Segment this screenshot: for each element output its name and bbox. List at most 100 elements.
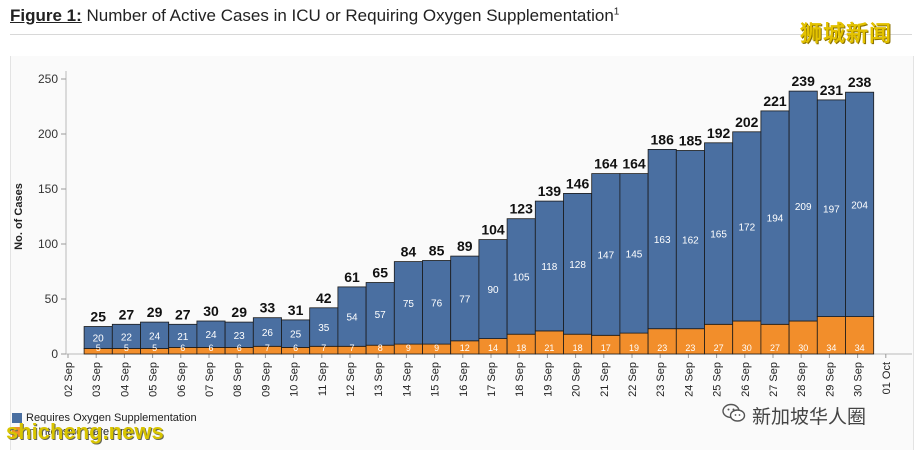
icu-value-label: 7 bbox=[349, 343, 354, 353]
legend-item-oxygen: Requires Oxygen Supplementation bbox=[12, 411, 197, 425]
x-tick-label: 04 Sep bbox=[119, 362, 131, 397]
icu-value-label: 14 bbox=[488, 343, 498, 353]
legend-label-icu: In Intensive Care Unit bbox=[26, 426, 132, 438]
total-value-label: 164 bbox=[594, 156, 618, 172]
x-tick-label: 06 Sep bbox=[176, 362, 188, 397]
x-tick-label: 27 Sep bbox=[768, 362, 780, 397]
x-tick-label: 20 Sep bbox=[571, 362, 583, 397]
bar-oxygen bbox=[760, 110, 790, 325]
icu-value-label: 7 bbox=[321, 343, 326, 353]
oxygen-value-label: 57 bbox=[375, 310, 387, 321]
total-value-label: 27 bbox=[175, 306, 191, 322]
oxygen-value-label: 54 bbox=[346, 313, 358, 324]
bar-oxygen bbox=[252, 317, 282, 347]
icu-value-label: 5 bbox=[96, 343, 101, 353]
bar-oxygen bbox=[450, 255, 480, 342]
total-value-label: 231 bbox=[820, 82, 844, 98]
total-value-label: 29 bbox=[147, 304, 163, 320]
x-tick-label: 12 Sep bbox=[345, 362, 357, 397]
oxygen-value-label: 147 bbox=[597, 250, 614, 261]
icu-value-label: 21 bbox=[544, 343, 554, 353]
oxygen-value-label: 22 bbox=[121, 332, 133, 343]
total-value-label: 25 bbox=[90, 309, 106, 325]
total-value-label: 29 bbox=[231, 304, 247, 320]
icu-value-label: 8 bbox=[378, 343, 383, 353]
legend-swatch-icu bbox=[12, 427, 22, 437]
bar-oxygen bbox=[337, 286, 367, 347]
total-value-label: 185 bbox=[679, 133, 703, 149]
x-tick-label: 10 Sep bbox=[289, 362, 301, 397]
bar-oxygen bbox=[732, 131, 762, 322]
x-tick-label: 28 Sep bbox=[796, 362, 808, 397]
y-tick-label: 100 bbox=[38, 237, 58, 251]
oxygen-value-label: 76 bbox=[431, 298, 443, 309]
bar-oxygen bbox=[675, 150, 705, 330]
bar-icu bbox=[788, 320, 818, 355]
bar-oxygen bbox=[845, 91, 875, 317]
x-tick-label: 14 Sep bbox=[401, 362, 413, 397]
icu-value-label: 6 bbox=[180, 343, 185, 353]
total-value-label: 123 bbox=[510, 201, 534, 217]
x-tick-label: 19 Sep bbox=[542, 362, 554, 397]
icu-value-label: 34 bbox=[855, 343, 865, 353]
icu-value-label: 6 bbox=[293, 343, 298, 353]
icu-value-label: 18 bbox=[516, 343, 526, 353]
y-axis-title: No. of Cases bbox=[13, 183, 25, 250]
title-divider bbox=[10, 34, 912, 35]
x-tick-label: 17 Sep bbox=[486, 362, 498, 397]
total-value-label: 192 bbox=[707, 125, 731, 141]
x-tick-label: 11 Sep bbox=[317, 362, 329, 396]
oxygen-value-label: 197 bbox=[823, 204, 840, 215]
bar-icu bbox=[845, 316, 875, 355]
oxygen-value-label: 90 bbox=[487, 285, 499, 296]
bar-oxygen bbox=[196, 320, 226, 348]
oxygen-value-label: 165 bbox=[710, 230, 727, 241]
icu-value-label: 5 bbox=[124, 343, 129, 353]
y-tick-label: 200 bbox=[38, 127, 58, 141]
x-tick-label: 23 Sep bbox=[655, 362, 667, 397]
x-tick-label: 29 Sep bbox=[824, 362, 836, 397]
watermark-bottom-left: shicheng.news bbox=[6, 419, 164, 444]
x-tick-label: 16 Sep bbox=[458, 362, 470, 397]
bar-icu bbox=[704, 323, 734, 355]
y-tick-label: 150 bbox=[38, 182, 58, 196]
icu-value-label: 7 bbox=[265, 343, 270, 353]
total-value-label: 27 bbox=[119, 306, 135, 322]
oxygen-value-label: 145 bbox=[626, 249, 643, 260]
oxygen-value-label: 172 bbox=[738, 222, 755, 233]
x-tick-label: 25 Sep bbox=[712, 362, 724, 397]
x-tick-label: 02 Sep bbox=[63, 362, 75, 397]
icu-value-label: 23 bbox=[685, 343, 695, 353]
icu-value-label: 27 bbox=[770, 343, 780, 353]
oxygen-value-label: 21 bbox=[177, 332, 189, 343]
bar-oxygen bbox=[281, 319, 311, 348]
x-tick-label: 24 Sep bbox=[683, 362, 695, 397]
total-value-label: 139 bbox=[538, 183, 562, 199]
x-tick-label: 21 Sep bbox=[599, 362, 611, 397]
x-tick-label: 03 Sep bbox=[91, 362, 103, 397]
icu-value-label: 18 bbox=[573, 343, 583, 353]
oxygen-value-label: 209 bbox=[795, 202, 812, 213]
icu-value-label: 6 bbox=[237, 343, 242, 353]
total-value-label: 221 bbox=[763, 93, 787, 109]
bar-oxygen bbox=[506, 218, 536, 335]
total-value-label: 238 bbox=[848, 74, 872, 90]
legend-label-oxygen: Requires Oxygen Supplementation bbox=[26, 412, 197, 424]
total-value-label: 61 bbox=[344, 269, 360, 285]
x-tick-label: 09 Sep bbox=[260, 362, 272, 397]
x-tick-label: 01 Oct bbox=[881, 362, 893, 394]
x-tick-label: 22 Sep bbox=[627, 362, 639, 397]
total-value-label: 202 bbox=[735, 114, 759, 130]
bar-oxygen bbox=[309, 307, 339, 347]
oxygen-value-label: 20 bbox=[93, 334, 105, 345]
icu-value-label: 30 bbox=[798, 343, 808, 353]
x-tick-label: 05 Sep bbox=[148, 362, 160, 397]
icu-value-label: 12 bbox=[460, 343, 470, 353]
oxygen-value-label: 204 bbox=[851, 200, 868, 211]
total-value-label: 186 bbox=[651, 131, 675, 147]
oxygen-value-label: 194 bbox=[767, 214, 784, 225]
bar-oxygen bbox=[591, 173, 621, 336]
x-tick-label: 18 Sep bbox=[514, 362, 526, 397]
legend-swatch-oxygen bbox=[12, 413, 22, 423]
